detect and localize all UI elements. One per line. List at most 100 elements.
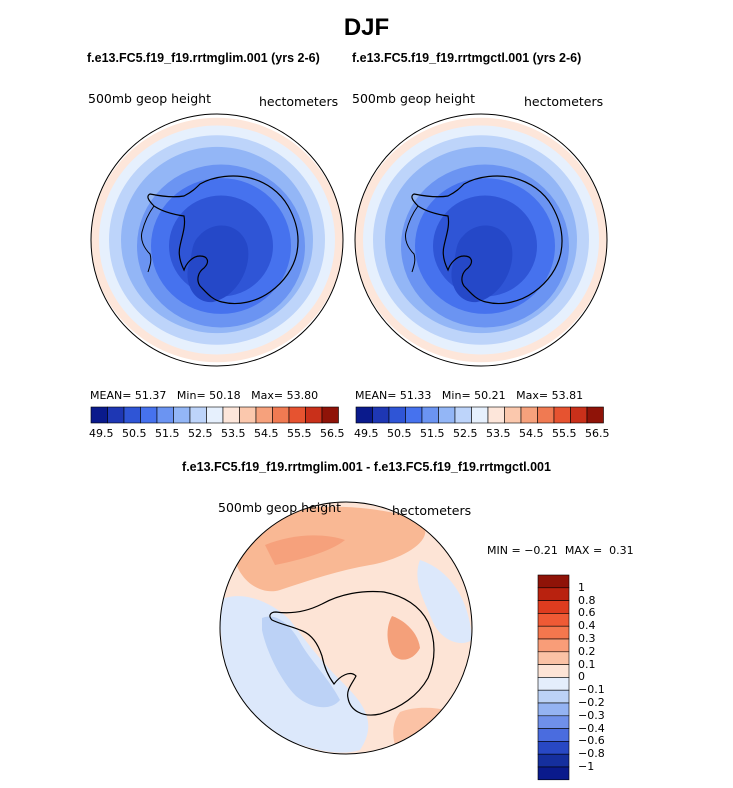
diff-positive-south — [393, 707, 470, 754]
diff-variable-label: 500mb geop height — [218, 500, 341, 515]
colorbar-tick-label: 53.5 — [486, 427, 511, 440]
colorbar-box-0 — [90, 406, 108, 424]
colorbar-box-1 — [372, 406, 390, 424]
colorbar-tick-label: 54.5 — [254, 427, 279, 440]
diff-colorbar-box-14 — [537, 753, 570, 768]
colorbar-tick-label: 54.5 — [519, 427, 544, 440]
colorbar-box-4 — [156, 406, 174, 424]
diff-min-label: MIN = — [487, 544, 521, 557]
diff-colorbar-box-8 — [537, 677, 570, 691]
diff-colorbar-tick-label: −1 — [578, 760, 595, 773]
colorbar-box-12 — [288, 406, 306, 424]
colorbar-box-5 — [438, 406, 456, 424]
colorbar-diff — [537, 574, 570, 781]
colorbar-box-8 — [222, 406, 240, 424]
diff-colorbar-box-1 — [537, 587, 570, 601]
colorbar-box-6 — [454, 406, 472, 424]
colorbar-tick-label: 50.5 — [122, 427, 147, 440]
diff-positive-anomaly-core — [265, 535, 345, 565]
colorbar-box-10 — [255, 406, 273, 424]
colorbar-right — [355, 406, 604, 424]
subtitle-right: f.e13.FC5.f19_f19.rrtmgctl.001 (yrs 2-6) — [352, 51, 582, 65]
panel2-mean-value: 51.33 — [399, 389, 432, 402]
diff-units-label: hectometers — [392, 503, 472, 518]
diff-colorbar-tick-label: −0.6 — [578, 734, 605, 748]
colorbar-tick-label: 50.5 — [387, 427, 412, 440]
colorbar-box-11 — [537, 406, 555, 424]
colorbar-tick-label: 56.5 — [585, 427, 610, 440]
colorbar-box-11 — [272, 406, 290, 424]
antarctic-peninsula-left — [141, 205, 155, 273]
colorbar-tick-label: 49.5 — [89, 427, 114, 440]
panel2-min-value: 50.21 — [474, 389, 506, 402]
colorbar-box-7 — [471, 406, 489, 424]
colorbar-box-8 — [487, 406, 505, 424]
diff-positive-anomaly-north — [235, 506, 426, 592]
contour-minimum-lobe — [187, 225, 249, 303]
panel2-variable-label: 500mb geop height — [352, 91, 475, 106]
map-panel-right — [355, 117, 607, 363]
diff-negative-core-west — [262, 616, 340, 708]
panel1-variable-label: 500mb geop height — [88, 91, 211, 106]
colorbar-box-2 — [388, 406, 406, 424]
diff-colorbar-tick-label: −0.4 — [578, 721, 605, 735]
colorbar-box-2 — [123, 406, 141, 424]
colorbar-left — [90, 406, 339, 424]
diff-colorbar-box-2 — [537, 600, 570, 614]
diff-colorbar-tick-label: 0.4 — [578, 619, 596, 633]
antarctica-coastline-left — [147, 175, 299, 305]
panel2-units-label: hectometers — [524, 94, 604, 109]
panel1-mean-value: 51.37 — [134, 389, 167, 402]
diff-colorbar-box-11 — [537, 715, 570, 729]
colorbar-box-3 — [140, 406, 158, 424]
diff-max-value: 0.31 — [609, 544, 634, 557]
diff-colorbar-tick-label: −0.1 — [578, 683, 605, 697]
diff-colorbar-tick-label: −0.8 — [578, 747, 605, 761]
colorbar-box-14 — [586, 406, 604, 424]
diff-colorbar-box-9 — [537, 689, 570, 704]
colorbar-box-10 — [520, 406, 538, 424]
panel1-stats: MEAN= 51.37 Min= 50.18 Max= 53.80 — [90, 389, 318, 402]
map-left-border — [90, 113, 344, 367]
panel1-min-value: 50.18 — [209, 389, 241, 402]
diff-colorbar-tick-label: 0.1 — [578, 657, 596, 671]
diff-max-label: MAX = — [564, 544, 603, 557]
colorbar-tick-label: 51.5 — [155, 427, 180, 440]
colorbar-box-1 — [107, 406, 125, 424]
figure-title: DJF — [343, 14, 390, 41]
panel2-stats: MEAN= 51.33 Min= 50.21 Max= 53.81 — [355, 389, 583, 402]
colorbar-tick-label: 55.5 — [552, 427, 577, 440]
colorbar-box-5 — [173, 406, 191, 424]
colorbar-tick-label: 56.5 — [320, 427, 345, 440]
antarctica-coastline-right — [411, 175, 563, 305]
colorbar-box-4 — [421, 406, 439, 424]
colorbar-tick-label: 55.5 — [287, 427, 312, 440]
subtitle-left: f.e13.FC5.f19_f19.rrtmglim.001 (yrs 2-6) — [87, 51, 320, 65]
colorbar-box-13 — [570, 406, 588, 424]
diff-min-value: −0.21 — [524, 544, 558, 557]
diff-colorbar-box-4 — [537, 625, 570, 640]
colorbar-tick-label: 53.5 — [221, 427, 246, 440]
panel1-max-label: Max= — [251, 389, 284, 402]
colorbar-box-6 — [189, 406, 207, 424]
diff-title: f.e13.FC5.f19_f19.rrtmglim.001 - f.e13.F… — [182, 460, 551, 474]
map-right-contours — [355, 117, 607, 363]
panel1-min-label: Min= — [176, 389, 206, 402]
diff-colorbar-box-6 — [537, 651, 570, 665]
colorbar-box-12 — [553, 406, 571, 424]
diff-colorbar-box-0 — [537, 574, 570, 589]
diff-positive-east — [387, 616, 420, 660]
diff-colorbar-box-12 — [537, 728, 570, 742]
diff-colorbar-tick-label: 0.3 — [578, 632, 596, 645]
panel2-max-value: 53.81 — [551, 389, 584, 402]
diff-colorbar-box-3 — [537, 613, 570, 627]
panel2-max-label: Max= — [516, 389, 549, 402]
diff-colorbar-box-13 — [537, 741, 570, 755]
diff-colorbar-tick-label: −0.3 — [578, 708, 605, 722]
diff-colorbar-box-5 — [537, 638, 570, 653]
map-panel-diff — [220, 502, 472, 754]
colorbar-box-0 — [355, 406, 373, 424]
colorbar-tick-label: 52.5 — [453, 427, 478, 440]
map-left-contours — [91, 117, 343, 363]
